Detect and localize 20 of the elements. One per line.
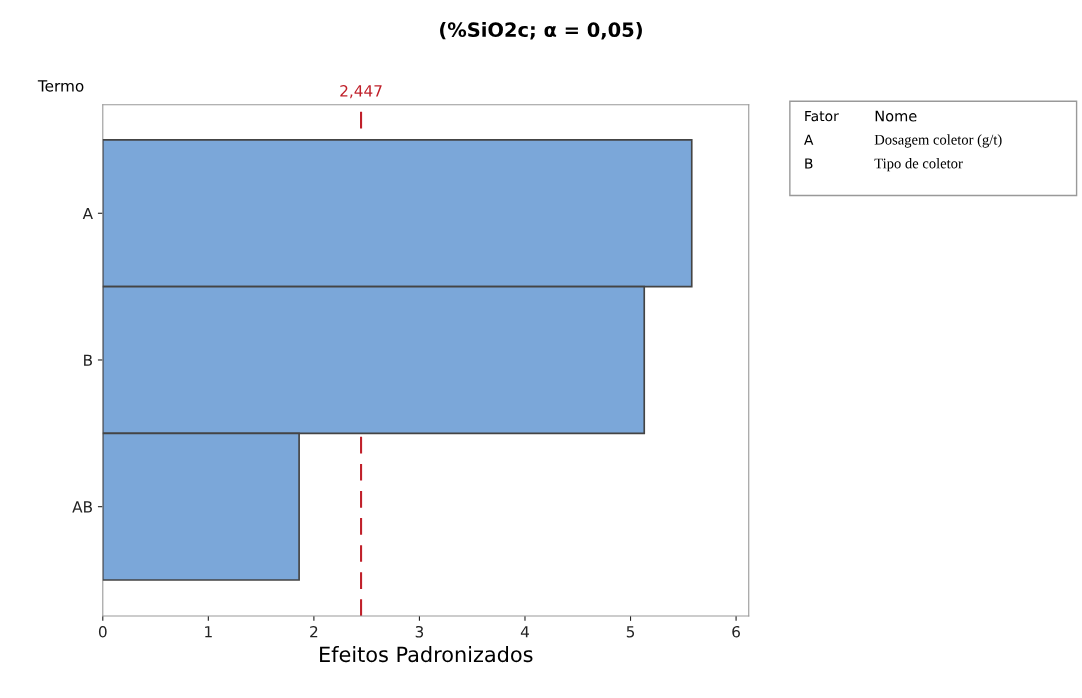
text: Nome	[875, 110, 917, 122]
x-tick-label: 4	[520, 626, 529, 638]
y-tick-label: AB	[72, 501, 92, 513]
x-axis-title: Efeitos Padronizados	[320, 646, 533, 663]
text: B	[805, 158, 813, 169]
text: Tipo de coletor	[874, 158, 963, 172]
x-tick-label: 1	[205, 626, 212, 638]
text: Fator	[805, 110, 839, 122]
x-tick-label: 0	[98, 625, 107, 638]
x-tick-label: 5	[626, 626, 635, 638]
y-tick-label: A	[82, 207, 93, 220]
text: Dosagem coletor (g/t)	[874, 134, 1002, 148]
chart-title: (%SiO2c; α = 0,05)	[440, 22, 642, 40]
y-axis-title: Termo	[37, 80, 84, 92]
x-tick-label: 2	[310, 625, 318, 638]
ref-line-label: 2,447	[340, 85, 382, 99]
y-tick-label: B	[84, 354, 92, 366]
x-tick-label: 3	[415, 625, 424, 638]
text: A	[804, 134, 814, 145]
x-tick-label: 6	[732, 625, 740, 638]
